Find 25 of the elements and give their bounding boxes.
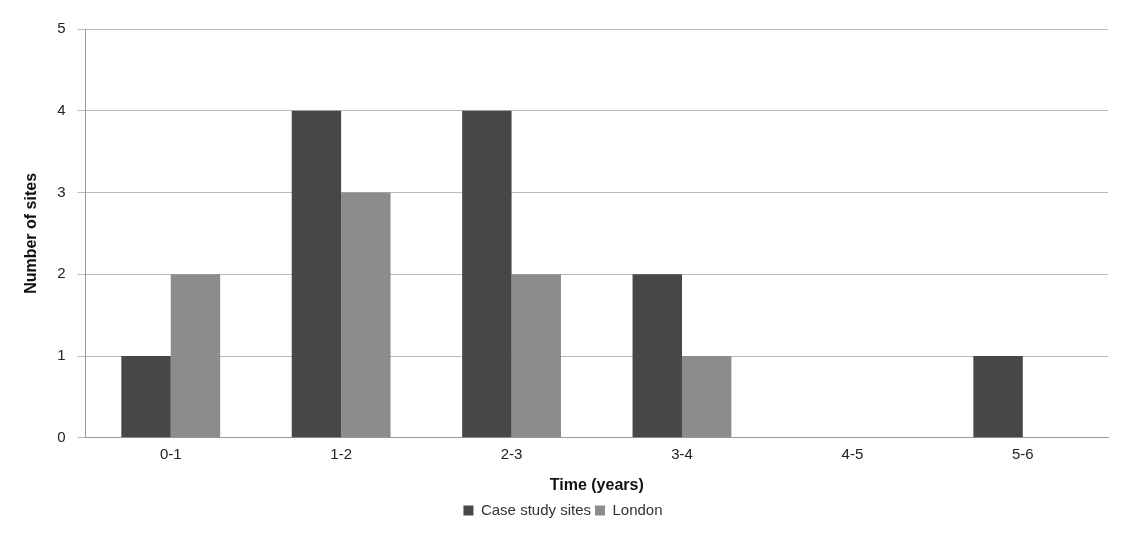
x-axis-title: Time (years) (549, 475, 644, 493)
legend-label: London (612, 500, 663, 518)
x-tick-label: 2-3 (500, 444, 523, 462)
y-tick-label: 1 (57, 346, 66, 364)
y-tick-label: 4 (57, 100, 66, 118)
x-tick-label: 0-1 (159, 444, 182, 462)
x-tick-label: 1-2 (330, 444, 352, 462)
bar (121, 356, 171, 438)
y-tick-label: 3 (57, 182, 66, 200)
y-tick-label: 2 (57, 264, 66, 282)
y-axis-title: Number of sites (22, 172, 40, 294)
legend-label: Case study sites (480, 500, 591, 518)
bar (291, 110, 342, 438)
bar (462, 110, 512, 438)
bar (632, 274, 682, 438)
bar (681, 356, 732, 438)
bar (341, 192, 391, 438)
x-tick-label: 4-5 (841, 444, 864, 462)
x-tick-label: 3-4 (671, 444, 693, 462)
bar (973, 356, 1023, 438)
bar (170, 274, 221, 438)
y-tick-label: 0 (57, 427, 66, 445)
x-tick-label: 5-6 (1011, 444, 1034, 462)
bar (511, 274, 561, 438)
y-tick-label: 5 (57, 19, 66, 37)
